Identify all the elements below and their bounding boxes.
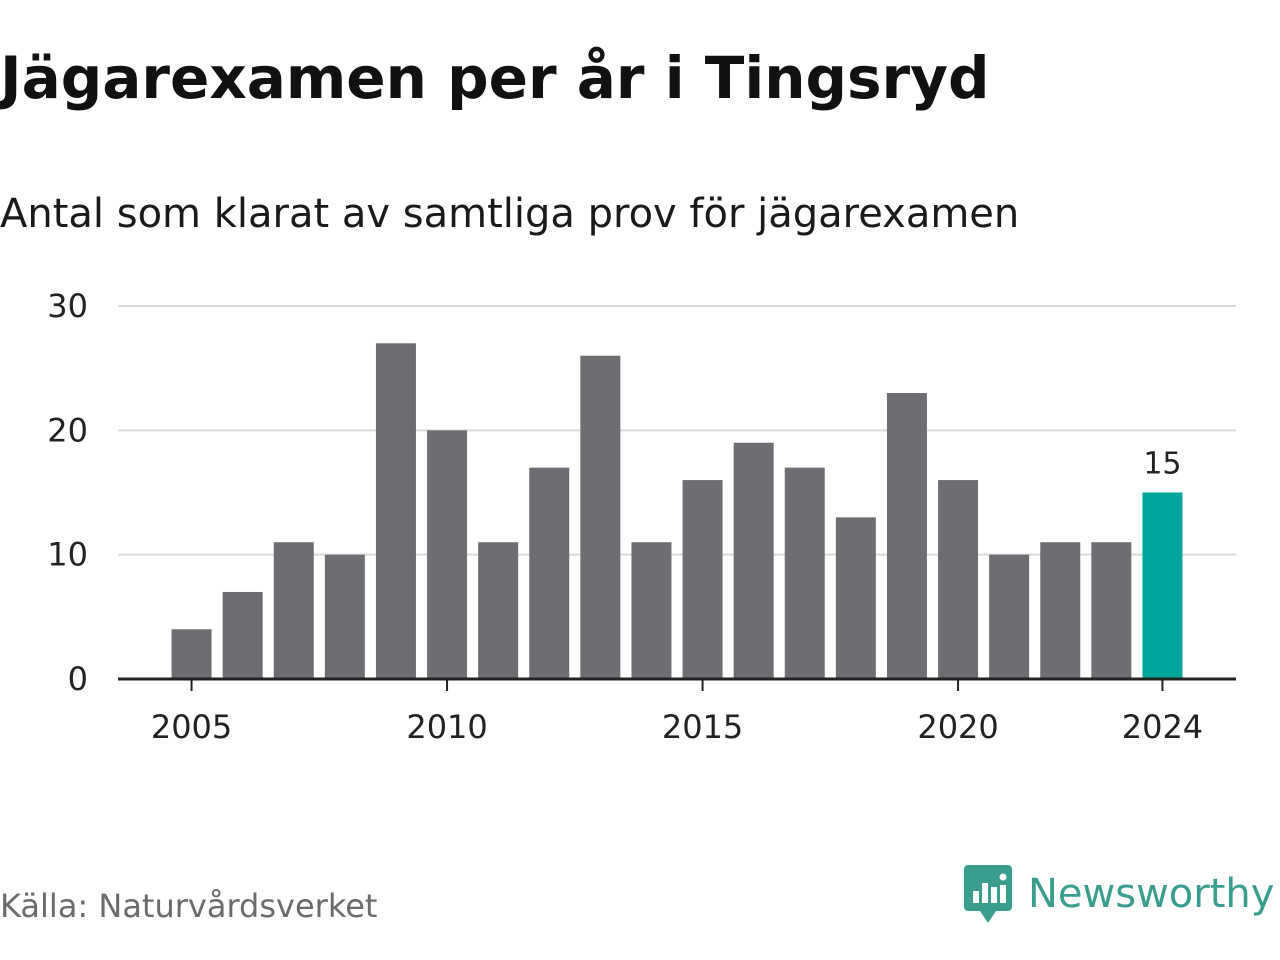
y-tick-label: 10 <box>47 536 88 574</box>
bar-2009 <box>375 343 416 679</box>
y-tick-label: 0 <box>68 660 88 698</box>
newsworthy-logo-icon <box>964 865 1012 923</box>
chart-title: Jägarexamen per år i Tingsryd <box>0 44 990 112</box>
gridlines <box>118 305 1236 556</box>
axes <box>118 677 1236 691</box>
bar-2016 <box>733 442 774 679</box>
bar-2020 <box>938 480 979 679</box>
brand-logo: Newsworthy <box>962 862 1274 926</box>
x-tick-label: 2024 <box>1122 708 1203 746</box>
y-tick-label: 20 <box>47 411 88 449</box>
bar-2014 <box>631 542 672 679</box>
x-tick-label: 2005 <box>151 708 232 746</box>
bar-2019 <box>886 393 927 679</box>
chart-subtitle: Antal som klarat av samtliga prov för jä… <box>0 191 1020 237</box>
y-tick-label: 30 <box>47 287 88 325</box>
bar-2013 <box>580 355 621 679</box>
bar-2024 <box>1142 492 1183 679</box>
data-label: 15 <box>1143 447 1181 482</box>
bar-2006 <box>222 591 263 679</box>
bars <box>171 343 1183 679</box>
x-tick-label: 2015 <box>662 708 743 746</box>
bar-2022 <box>1040 542 1081 679</box>
bar-2023 <box>1091 542 1132 679</box>
bar-2010 <box>427 430 468 679</box>
bar-2012 <box>529 467 570 679</box>
bar-2015 <box>682 480 723 679</box>
source-note: Källa: Naturvårdsverket <box>0 887 378 925</box>
bar-chart: 0 10 20 30 2005 2010 2015 2020 2024 15 <box>47 287 1236 746</box>
bar-2008 <box>324 554 365 679</box>
bar-2007 <box>273 542 314 679</box>
brand-name: Newsworthy <box>1028 871 1275 917</box>
x-tick-label: 2010 <box>406 708 487 746</box>
bar-2018 <box>835 517 876 679</box>
x-tick-label: 2020 <box>917 708 998 746</box>
bar-2021 <box>989 554 1030 679</box>
bar-2017 <box>784 467 825 679</box>
labels: 0 10 20 30 2005 2010 2015 2020 2024 15 <box>47 287 1203 746</box>
bar-2005 <box>171 629 212 679</box>
bar-2011 <box>478 542 519 679</box>
